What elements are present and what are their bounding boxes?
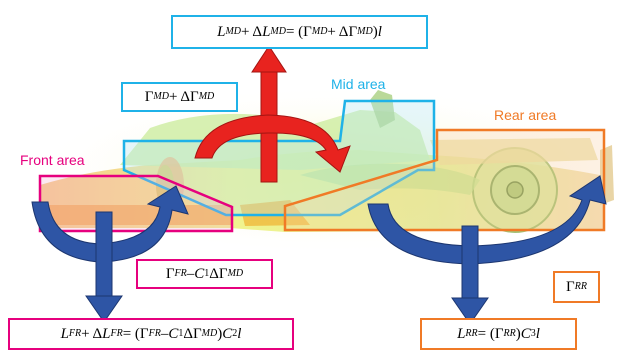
front-circulation-label: Γ FR – C 1 ΔΓ MD <box>136 259 273 289</box>
mid-area-label: Mid area <box>331 76 386 92</box>
front-lift-equation: L FR + Δ L FR = (Γ FR – C 1 ΔΓ MD) C 2 l <box>8 318 294 350</box>
rear-area-outline <box>283 128 606 232</box>
mid-lift-equation: L MD + Δ L MD = (Γ MD + ΔΓ MD) l <box>171 15 428 49</box>
rear-area-label: Rear area <box>494 107 557 123</box>
mid-circulation-label: Γ MD + ΔΓ MD <box>121 82 238 112</box>
mid-moment-arrow <box>194 114 351 173</box>
mid-lift-arrow <box>251 45 287 183</box>
front-moment-arrow <box>31 185 189 263</box>
rear-lift-arrow <box>451 225 489 325</box>
rear-lift-equation: L RR = (Γ RR) C 3 l <box>420 318 577 350</box>
rear-circulation-label: Γ RR <box>553 271 600 303</box>
front-lift-arrow <box>85 211 123 323</box>
rear-moment-arrow <box>367 175 607 265</box>
front-area-label: Front area <box>20 152 85 168</box>
